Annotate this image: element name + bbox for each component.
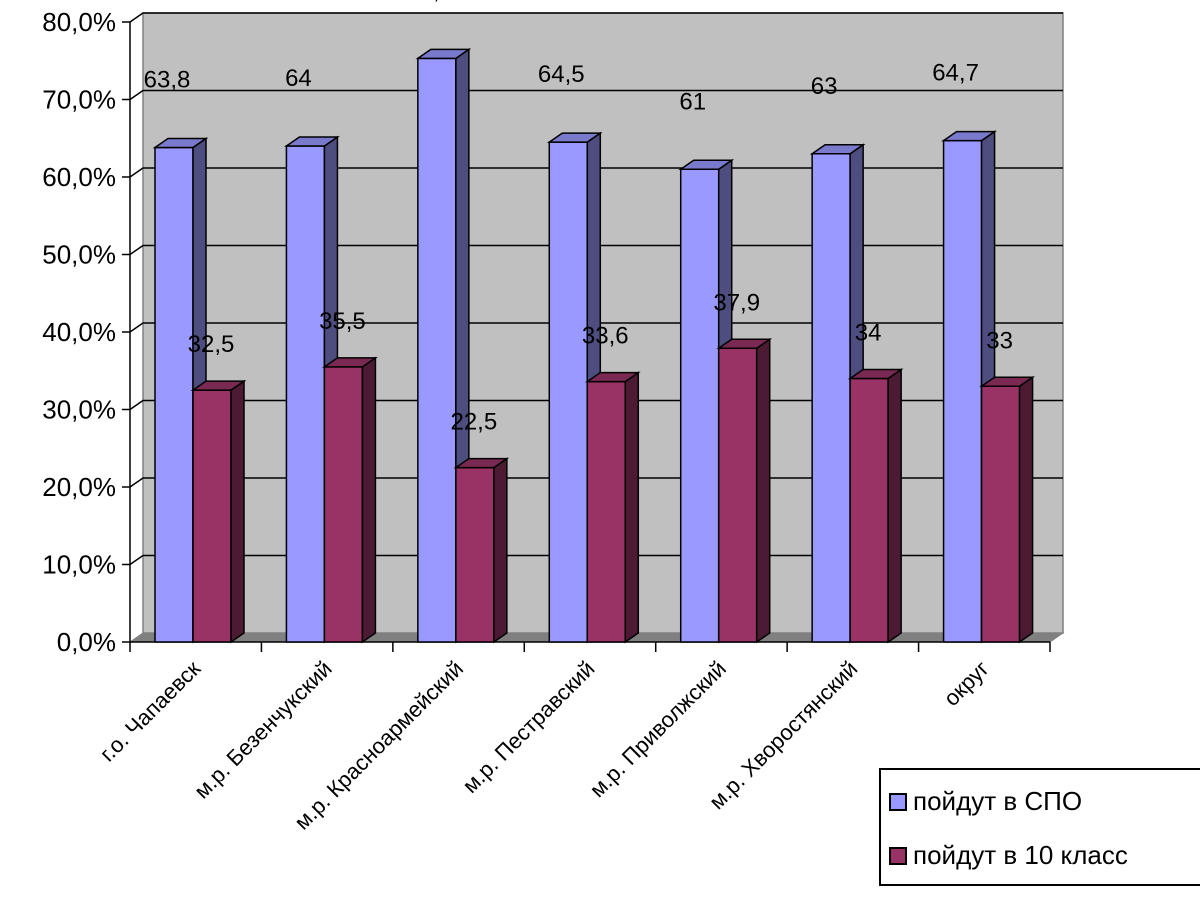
bar-side-10-class — [1018, 375, 1034, 644]
bar-top-10-class — [190, 380, 247, 391]
data-label-spo: 63 — [811, 73, 838, 100]
bar-10-class — [849, 377, 889, 643]
bar-top-10-class — [322, 357, 378, 368]
x-category-label: г.о. Чапаевск — [95, 656, 206, 767]
bar-side-10-class — [493, 457, 508, 644]
gridline — [129, 167, 1063, 178]
data-label-spo: 75,3 — [406, 0, 453, 4]
bar-top-spo — [809, 144, 866, 155]
bar-spo — [285, 145, 326, 643]
legend-label-10-class: пойдут в 10 класс — [913, 840, 1128, 870]
x-category-label: округ — [939, 656, 994, 711]
bar-10-class — [717, 347, 758, 643]
y-tick-label: 10,0% — [42, 550, 116, 580]
bar-top-spo — [152, 137, 209, 149]
gridline — [129, 244, 1063, 256]
bar-top-10-class — [453, 457, 510, 469]
bar-10-class — [455, 466, 495, 643]
bar-top-10-class — [979, 376, 1035, 387]
bars — [152, 47, 1035, 644]
bar-10-class — [980, 385, 1021, 643]
data-label-spo: 63,8 — [144, 67, 191, 94]
legend-item-10-class: пойдут в 10 класс — [889, 840, 1128, 871]
legend: пойдут в СПО пойдут в 10 класс — [879, 768, 1200, 886]
bar-10-class — [586, 380, 627, 643]
y-tick-label: 50,0% — [42, 240, 116, 270]
data-label-spo: 64,7 — [932, 60, 979, 87]
legend-swatch-spo — [889, 792, 907, 811]
data-label-spo: 61 — [679, 88, 706, 115]
data-label-10-class: 22,5 — [450, 409, 497, 436]
data-label-10-class: 35,5 — [319, 308, 366, 335]
bar-10-class — [323, 366, 364, 643]
legend-swatch-10-class — [889, 846, 907, 865]
gridline — [129, 89, 1063, 101]
y-tick-label: 70,0% — [42, 85, 116, 115]
y-tick-label: 60,0% — [42, 162, 116, 192]
y-tick-label: 80,0% — [42, 7, 116, 37]
bar-top-10-class — [716, 338, 773, 350]
axes: 0,0% 10,0% 20,0% 30,0% 40,0% 50,0% 60,0% 70,0% 8… — [42, 7, 1051, 657]
y-tick-label: 40,0% — [42, 317, 116, 347]
x-category-label: м.р. Пестравский — [457, 656, 599, 798]
data-label-10-class: 33,6 — [582, 323, 629, 350]
bar-side-10-class — [624, 371, 640, 644]
bar-top-spo — [546, 132, 603, 143]
bar-top-spo — [678, 159, 735, 170]
gridline — [129, 322, 1063, 333]
gridline — [129, 12, 1063, 23]
data-label-spo: 64,5 — [538, 61, 585, 88]
bar-spo — [548, 141, 589, 643]
data-label-spo: 64 — [285, 65, 312, 92]
data-label-10-class: 37,9 — [713, 289, 760, 316]
y-tick-label: 30,0% — [42, 395, 116, 425]
bar-10-class — [192, 389, 232, 643]
legend-item-spo: пойдут в СПО — [889, 786, 1082, 817]
data-label-10-class: 33 — [986, 327, 1013, 354]
bar-top-10-class — [847, 368, 904, 380]
bar-spo — [942, 139, 983, 643]
legend-label-spo: пойдут в СПО — [913, 786, 1083, 816]
data-label-10-class: 34 — [855, 320, 882, 347]
bar-spo — [417, 57, 457, 643]
y-tick-label: 0,0% — [57, 627, 116, 657]
bar-top-10-class — [584, 371, 641, 383]
bar-spo — [811, 153, 851, 643]
x-category-label: м.р. Безенчукский — [189, 656, 337, 804]
bar-side-10-class — [361, 356, 377, 644]
bar-side-10-class — [230, 379, 245, 644]
x-category-label: м.р. Хворостянский — [704, 656, 862, 814]
bar-top-spo — [941, 130, 997, 142]
y-tick-label: 20,0% — [42, 472, 116, 502]
bar-spo — [679, 168, 720, 643]
x-category-label: м.р. Приволжский — [585, 656, 731, 802]
bar-side-10-class — [887, 368, 902, 644]
bar-spo — [154, 146, 194, 643]
bar-top-spo — [284, 136, 340, 147]
bar-side-10-class — [755, 337, 771, 644]
data-label-10-class: 32,5 — [188, 331, 235, 358]
bar-top-spo — [415, 48, 472, 60]
